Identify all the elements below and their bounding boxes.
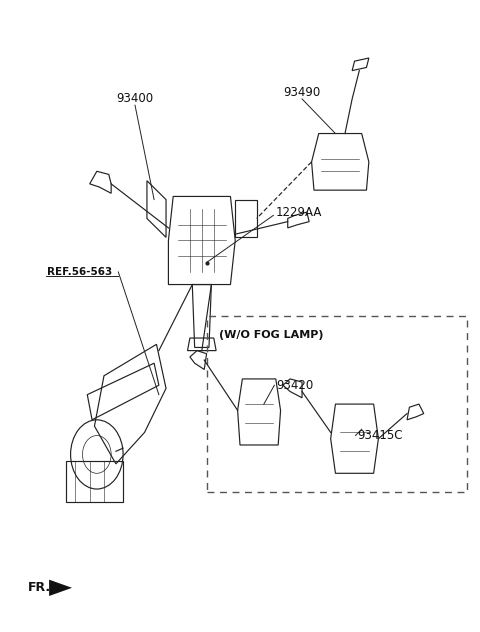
Text: FR.: FR. <box>28 581 51 594</box>
Text: 93400: 93400 <box>117 92 154 106</box>
Text: (W/O FOG LAMP): (W/O FOG LAMP) <box>218 330 323 340</box>
Text: REF.56-563: REF.56-563 <box>47 267 112 277</box>
Text: 93415C: 93415C <box>357 429 402 442</box>
Text: 93490: 93490 <box>283 86 321 99</box>
Bar <box>206 316 467 492</box>
Text: 1229AA: 1229AA <box>276 205 322 219</box>
Text: 93420: 93420 <box>276 379 313 392</box>
Polygon shape <box>49 580 72 596</box>
